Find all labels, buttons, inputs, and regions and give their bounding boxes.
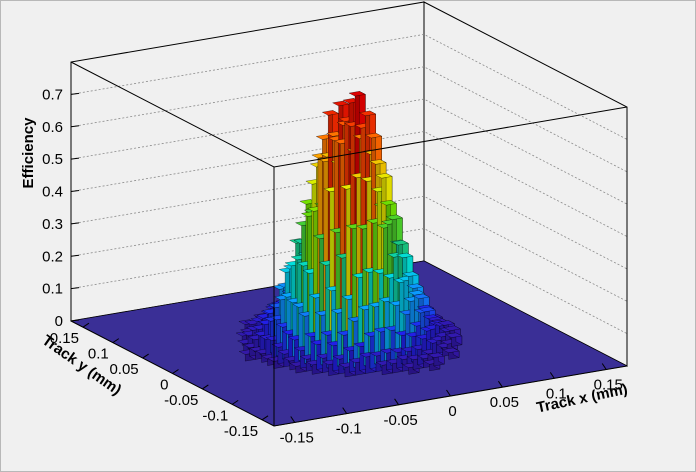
bottom-front-edge <box>70 320 628 427</box>
x-axis-ticks: -0.15 -0.1 -0.05 0 0.05 0.1 0.15 <box>280 363 623 446</box>
z-tick-label: 0.6 <box>42 119 63 136</box>
x-tick-label: 0.05 <box>490 394 519 411</box>
bar-face-top <box>321 110 340 116</box>
z-tick-mark <box>70 287 80 290</box>
x-tick-mark <box>342 407 348 414</box>
histogram-bar <box>445 332 463 347</box>
y-tick-label: 0.05 <box>109 361 138 378</box>
y-tick-mark <box>142 353 149 359</box>
z-tick-mark <box>70 319 80 322</box>
z-tick-mark <box>70 254 80 257</box>
x-tick-mark <box>290 416 296 423</box>
x-tick-mark <box>446 389 451 397</box>
x-tick-label: 0.15 <box>594 377 623 394</box>
y-tick-label: -0.1 <box>202 407 228 424</box>
bar-face-top <box>407 290 426 296</box>
bar-face-top <box>442 347 460 353</box>
histogram-bars <box>235 91 463 378</box>
histogram-bar <box>442 347 460 360</box>
bar-face-top <box>369 159 387 165</box>
x-tick-mark <box>601 363 607 370</box>
bar-face-top <box>332 100 350 107</box>
z-tick-label: 0.3 <box>42 216 63 233</box>
z-tick-mark <box>70 190 80 192</box>
x-tick-label: -0.15 <box>280 429 314 446</box>
y-tick-mark <box>172 369 179 374</box>
z-axis-ticks: 0 0.1 0.2 0.3 0.4 0.5 0.6 0.7 <box>42 86 80 330</box>
z-tick-label: 0.1 <box>42 281 63 298</box>
x-tick-label: -0.1 <box>336 421 362 438</box>
bar-face-top <box>445 332 463 338</box>
bar-face-top <box>379 200 397 206</box>
y-tick-mark <box>202 384 209 390</box>
bar-face-top <box>443 325 461 331</box>
bar-face-top <box>358 110 377 116</box>
bar-face-top <box>396 252 414 258</box>
bar-face-top <box>364 132 383 139</box>
y-tick-label: -0.05 <box>164 392 198 409</box>
bar-face-top <box>348 91 366 97</box>
x-tick-mark <box>394 398 400 406</box>
z-tick-mark <box>70 157 80 160</box>
y-tick-mark <box>82 322 90 328</box>
y-tick-mark <box>261 415 269 421</box>
y-tick-mark <box>112 338 120 344</box>
histogram-bar <box>427 352 445 367</box>
x-tick-label: 0 <box>448 403 456 420</box>
y-tick-mark <box>231 399 239 405</box>
x-tick-label: -0.05 <box>383 412 417 429</box>
bar-face-top <box>412 293 430 299</box>
z-tick-mark <box>70 222 80 225</box>
z-tick-mark <box>70 92 80 95</box>
y-axis-ticks: 0.15 0.10.05 0-0.05-0.1-0.15 <box>50 322 269 440</box>
bar-face-top <box>437 320 455 326</box>
z-axis-title: Efficiency <box>20 117 37 189</box>
bar-face-top <box>375 173 393 179</box>
y-tick-label: -0.15 <box>224 423 258 440</box>
bar-face-top <box>427 352 445 358</box>
z-tick-label: 0.2 <box>42 248 63 265</box>
y-tick-label: 0 <box>160 377 168 394</box>
x-tick-label: 0.1 <box>546 385 567 402</box>
z-tick-label: 0.4 <box>42 184 63 201</box>
x-tick-mark <box>497 380 503 388</box>
y-tick-label: 0.15 <box>50 330 79 347</box>
front-box-edges <box>70 61 628 427</box>
z-tick-label: 0.7 <box>42 86 63 103</box>
bar-face-top <box>406 283 424 289</box>
y-tick-label: 0.1 <box>88 346 109 363</box>
x-tick-mark <box>549 372 555 379</box>
z-tick-mark <box>70 125 80 128</box>
bar-face-top <box>391 240 409 246</box>
bar-face-top <box>385 214 403 220</box>
bar-face-top <box>418 306 436 312</box>
bar-face-top <box>402 271 420 277</box>
z-tick-label: 0.5 <box>42 151 63 168</box>
z-tick-label: 0 <box>55 313 63 330</box>
